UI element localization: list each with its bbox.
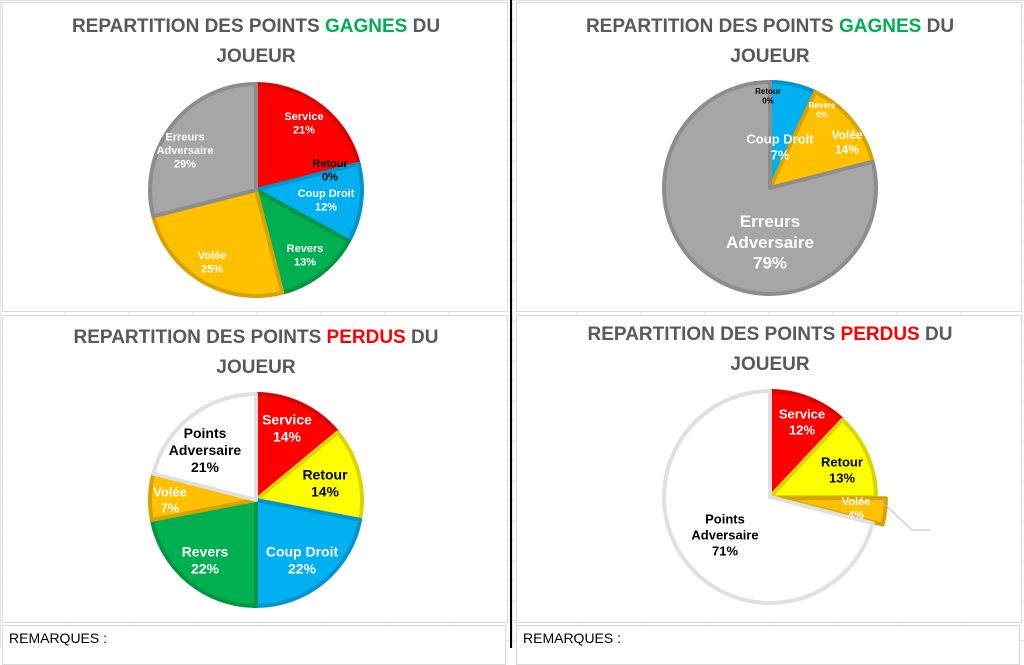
pie-slice-coup-droit[interactable] (254, 498, 363, 608)
data-label: Retour 0% (312, 158, 348, 183)
data-label: Coup Droit 12% (298, 188, 355, 213)
pie-slice-revers[interactable] (254, 188, 351, 295)
data-label: Retour 14% (302, 466, 348, 499)
chart-title: REPARTITION DES POINTS PERDUS DU JOUEUR (74, 327, 439, 378)
remarks-label: REMARQUES : (523, 630, 622, 646)
leader-line (879, 499, 930, 531)
data-label: Volée 7% (153, 485, 187, 516)
pie-slice-erreurs-adversaire[interactable] (662, 80, 878, 296)
chart-title: REPARTITION DES POINTS GAGNES DU JOUEUR (586, 16, 954, 67)
data-label: Revers 0% (809, 101, 836, 120)
pie-charts: REPARTITION DES POINTS GAGNES DU JOUEUR Se… (72, 16, 954, 608)
data-label: Erreurs Adversaire 79% (726, 212, 814, 272)
chart-title: REPARTITION DES POINTS PERDUS DU JOUEUR (588, 324, 953, 375)
data-label: Coup Droit 22% (266, 543, 339, 576)
data-label: Service 14% (262, 411, 312, 444)
pie-slice-service[interactable] (768, 389, 845, 499)
pie-slice-volée[interactable] (151, 188, 285, 298)
data-label: Coup Droit 7% (746, 132, 814, 163)
pie-slice-volée[interactable] (768, 90, 875, 190)
data-label: Retour 13% (821, 455, 863, 486)
pie-slice-coup-droit[interactable] (254, 161, 364, 244)
chart-title: REPARTITION DES POINTS GAGNES DU JOUEUR (72, 16, 440, 67)
remarks-label: REMARQUES : (9, 630, 108, 646)
data-label: Service 21% (284, 111, 323, 136)
data-label: Erreurs Adversaire 29% (157, 131, 214, 170)
data-label: Points Adversaire 71% (691, 512, 758, 559)
data-label: Volée 14% (831, 128, 862, 157)
data-label: Service 12% (779, 407, 825, 438)
pie-slice-points-adversaire[interactable] (662, 389, 875, 605)
data-label: Volée 4% (842, 496, 871, 521)
column-divider (510, 0, 512, 648)
pie-slice-retour[interactable] (254, 430, 364, 522)
pie-slice-points-adversaire[interactable] (151, 392, 258, 502)
pie-slice-revers[interactable] (149, 498, 258, 608)
pie-slice-erreurs-adversaire[interactable] (148, 82, 258, 219)
data-label: Points Adversaire 21% (169, 425, 242, 475)
data-label: Revers 13% (287, 243, 324, 268)
data-label: Volée 25% (198, 250, 227, 275)
data-label: Revers 22% (182, 543, 229, 576)
pie-slice-service[interactable] (254, 82, 361, 192)
data-label: Retour 0% (755, 87, 781, 106)
pie-slice-service[interactable] (254, 392, 340, 502)
pie-slice-retour[interactable] (768, 417, 878, 499)
